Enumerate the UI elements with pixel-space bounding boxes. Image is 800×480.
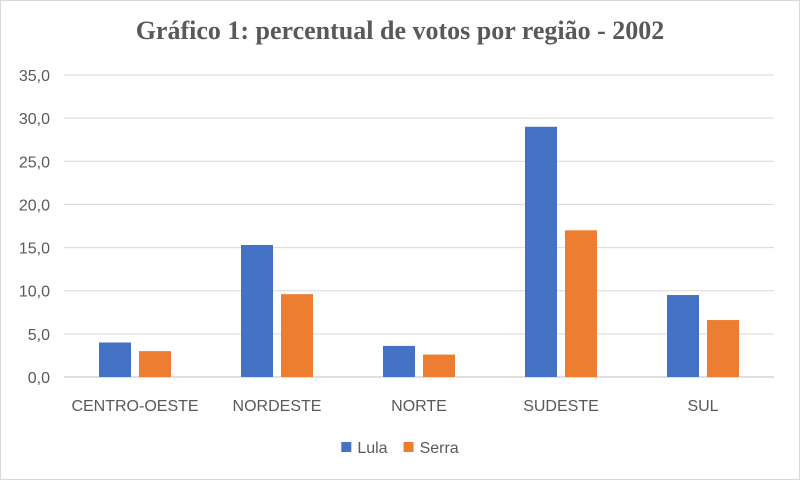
bar-lula-nordeste	[241, 244, 273, 377]
y-tick-label: 30,0	[19, 111, 50, 128]
y-tick-label: 35,0	[19, 68, 50, 85]
bar-lula-centro-oeste	[99, 342, 131, 377]
x-tick-label: NORDESTE	[233, 398, 322, 415]
bar-serra-centro-oeste	[139, 351, 171, 377]
bar-lula-norte	[383, 345, 415, 377]
y-tick-label: 25,0	[19, 154, 50, 171]
bar-lula-sudeste	[525, 126, 557, 378]
y-axis-ticks: 0,0 5,0 10,0 15,0 20,0 25,0 30,0 35,0	[19, 68, 50, 387]
y-tick-label: 15,0	[19, 241, 50, 258]
y-tick-label: 0,0	[28, 370, 50, 387]
y-tick-label: 5,0	[28, 327, 50, 344]
legend-label: Lula	[357, 440, 387, 457]
x-tick-label: NORTE	[391, 398, 447, 415]
x-tick-label: SUDESTE	[523, 398, 599, 415]
bars	[99, 126, 739, 378]
y-tick-label: 10,0	[19, 284, 50, 301]
bar-serra-norte	[423, 354, 455, 377]
legend-item-serra: Serra	[403, 440, 459, 457]
legend: Lula Serra	[341, 440, 459, 457]
chart-title: Gráfico 1: percentual de votos por regiã…	[135, 16, 665, 45]
gridlines	[64, 74, 774, 378]
legend-item-lula: Lula	[341, 440, 388, 457]
legend-swatch	[341, 442, 352, 452]
x-axis-labels: CENTRO-OESTE NORDESTE NORTE SUDESTE SUL	[71, 398, 718, 415]
x-tick-label: SUL	[687, 398, 718, 415]
bar-serra-sul	[707, 320, 739, 377]
legend-label: Serra	[420, 440, 459, 457]
bar-serra-sudeste	[565, 230, 597, 377]
x-tick-label: CENTRO-OESTE	[71, 398, 198, 415]
y-tick-label: 20,0	[19, 197, 50, 214]
bar-serra-nordeste	[281, 294, 313, 377]
legend-swatch	[403, 442, 414, 452]
bar-lula-sul	[667, 295, 699, 377]
